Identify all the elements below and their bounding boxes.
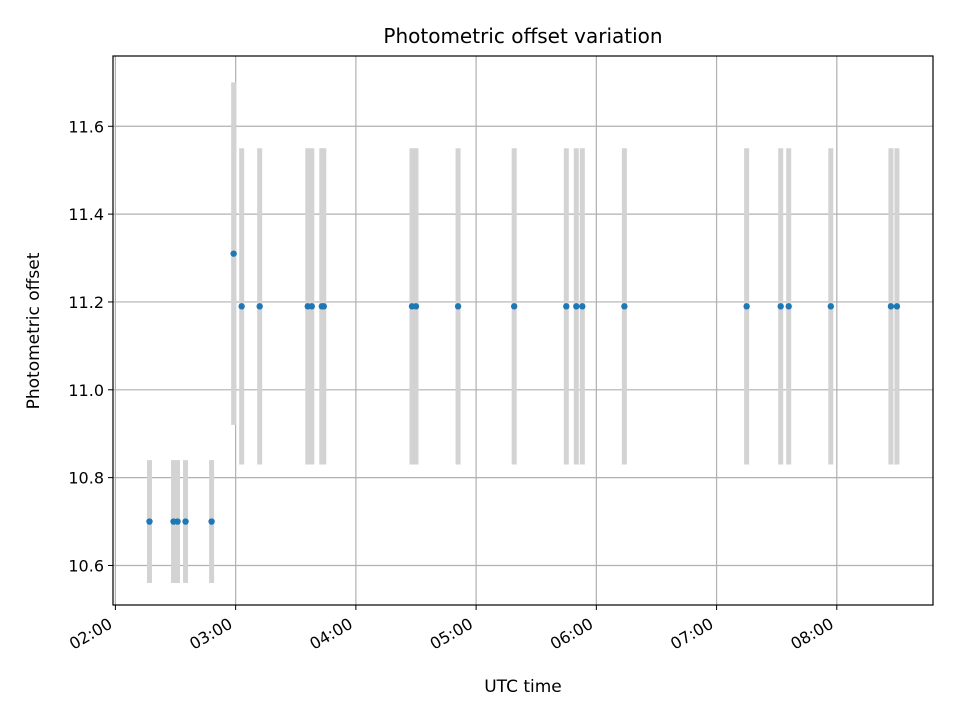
y-tick-label: 11.2: [68, 293, 104, 312]
y-tick-label: 10.8: [68, 469, 104, 488]
data-point: [893, 303, 901, 310]
y-tick-label: 11.4: [68, 205, 104, 224]
data-point: [208, 518, 215, 525]
data-points: [146, 250, 901, 525]
y-tick-label: 11.6: [68, 117, 104, 136]
data-point: [827, 303, 835, 310]
data-point: [256, 303, 263, 310]
data-point: [230, 250, 237, 257]
data-point: [308, 303, 315, 310]
x-axis-label: UTC time: [484, 677, 562, 697]
data-point: [320, 303, 328, 310]
data-point: [777, 303, 784, 310]
chart-title: Photometric offset variation: [383, 24, 662, 48]
data-point: [579, 303, 586, 310]
data-point: [182, 518, 189, 525]
data-point: [146, 518, 153, 525]
y-axis-label: Photometric offset: [24, 252, 44, 409]
grid: [113, 56, 933, 605]
data-point: [887, 303, 895, 310]
y-tick-label: 11.0: [68, 381, 104, 400]
data-point: [454, 303, 462, 310]
data-point: [412, 303, 420, 310]
data-point: [785, 303, 792, 310]
plot-frame: [112, 55, 934, 606]
y-tick-label: 10.6: [68, 556, 104, 575]
data-point: [621, 303, 628, 310]
data-point: [510, 303, 518, 310]
data-point: [238, 303, 245, 310]
data-point: [573, 303, 580, 310]
data-point: [174, 518, 181, 525]
data-point: [563, 303, 570, 310]
data-point: [743, 303, 750, 310]
